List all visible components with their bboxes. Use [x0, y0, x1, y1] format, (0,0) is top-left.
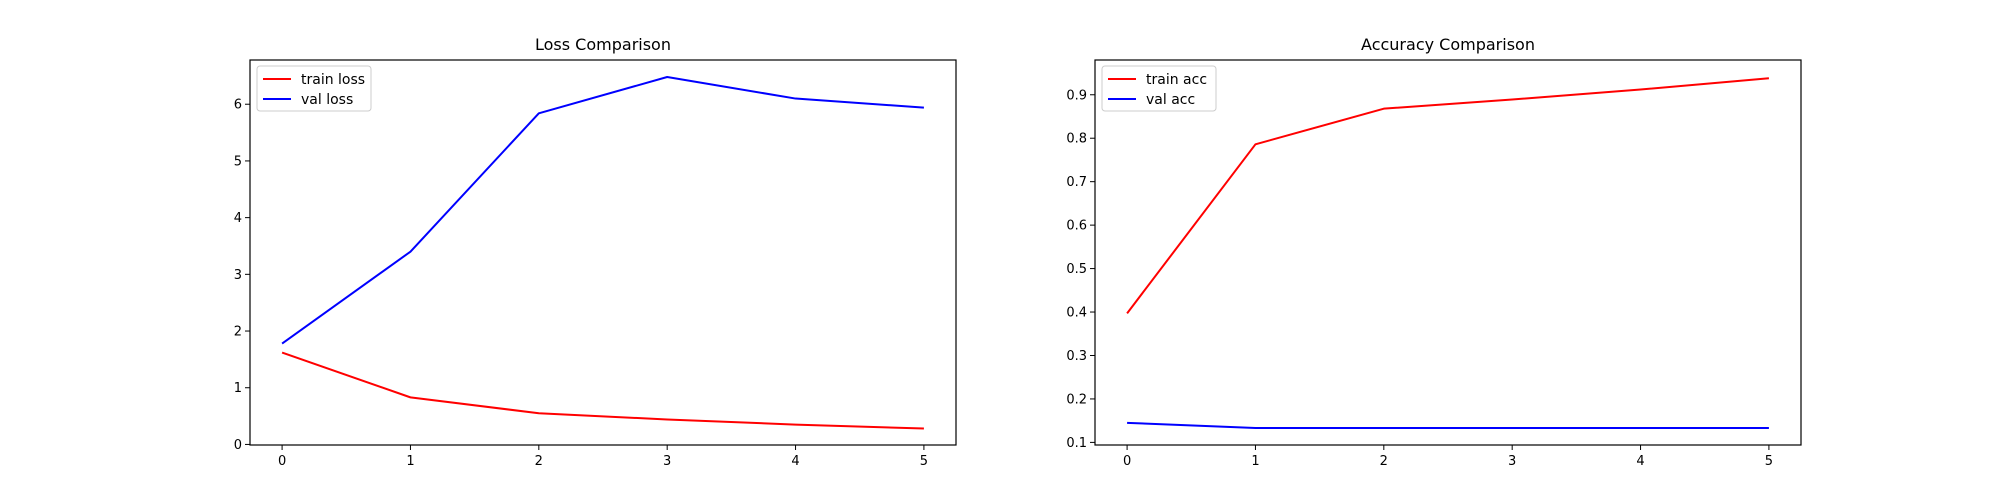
y-tick-label: 0.8 — [1066, 132, 1087, 147]
legend-label: val loss — [301, 92, 353, 108]
x-tick-label: 1 — [406, 454, 414, 469]
x-tick-label: 2 — [535, 454, 543, 469]
x-tick-label: 5 — [920, 454, 928, 469]
x-tick-label: 4 — [791, 454, 799, 469]
y-tick-label: 0 — [234, 438, 242, 453]
series-line-val-acc — [1127, 421, 1769, 430]
x-tick-label: 3 — [1508, 454, 1516, 469]
legend: train loss val loss — [256, 65, 372, 112]
y-tick-label: 5 — [234, 154, 242, 169]
legend: train acc val acc — [1101, 65, 1217, 112]
y-tick-label: 1 — [234, 381, 242, 396]
y-tick-label: 0.9 — [1066, 88, 1087, 103]
y-tick-label: 0.6 — [1066, 219, 1087, 234]
chart-title: Loss Comparison — [535, 35, 671, 54]
series-line-val-loss — [281, 76, 924, 345]
x-tick-label: 0 — [278, 454, 286, 469]
y-tick-label: 0.2 — [1066, 392, 1087, 407]
x-tick-label: 2 — [1380, 454, 1388, 469]
y-tick-label: 0.4 — [1066, 306, 1087, 321]
legend-label: val acc — [1146, 92, 1195, 108]
chart-panel-1: Accuracy Comparison 0 1 2 3 4 5 0.1 0.2 0.3 0.4 0.5… — [1066, 35, 1802, 469]
y-tick-label: 4 — [234, 211, 242, 226]
x-tick-label: 0 — [1123, 454, 1131, 469]
x-tick-label: 3 — [663, 454, 671, 469]
series-line-train-loss — [281, 351, 924, 430]
x-tick-label: 5 — [1765, 454, 1773, 469]
plot-frame — [1094, 59, 1802, 446]
chart-panel-0: Loss Comparison 0 1 2 3 4 5 0 1 2 3 4 5 6 train loss va… — [234, 35, 957, 469]
y-tick-label: 0.7 — [1066, 175, 1087, 190]
y-tick-label: 3 — [234, 268, 242, 283]
y-tick-label: 0.1 — [1066, 436, 1087, 451]
legend-label: train acc — [1146, 72, 1207, 88]
x-tick-label: 4 — [1636, 454, 1644, 469]
y-tick-label: 2 — [234, 325, 242, 340]
y-tick-label: 0.5 — [1066, 262, 1087, 277]
legend-label: train loss — [301, 72, 365, 88]
y-tick-label: 0.3 — [1066, 349, 1087, 364]
chart-title: Accuracy Comparison — [1361, 35, 1535, 54]
x-tick-label: 1 — [1251, 454, 1259, 469]
plot-frame — [249, 59, 957, 446]
y-tick-label: 6 — [234, 98, 242, 113]
series-line-train-acc — [1126, 77, 1769, 314]
